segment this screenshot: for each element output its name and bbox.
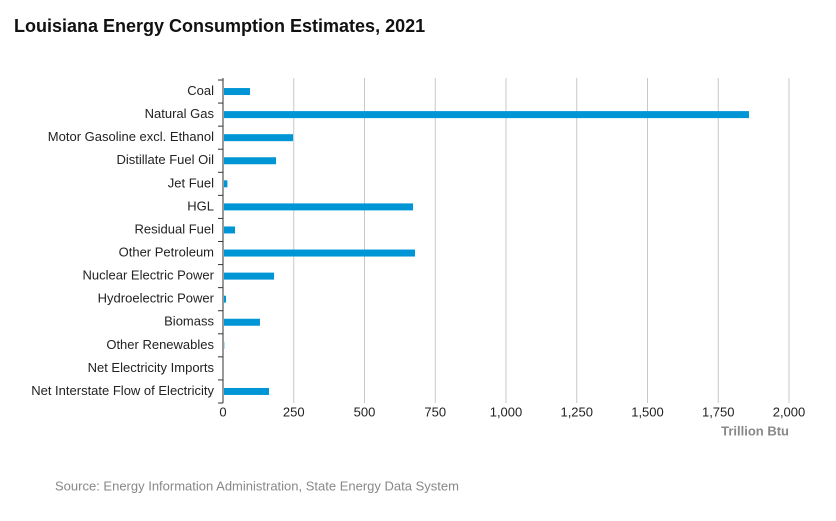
bar	[224, 157, 277, 165]
bar	[224, 111, 749, 119]
x-tick-label: 750	[424, 404, 446, 419]
x-tick-label: 1,000	[490, 404, 523, 419]
bar	[224, 180, 228, 188]
x-tick-label: 1,500	[631, 404, 664, 419]
x-tick-label: 0	[219, 404, 226, 419]
y-tick-label: Natural Gas	[145, 106, 215, 121]
y-tick-label: Hydroelectric Power	[98, 291, 215, 306]
y-tick-label: Net Interstate Flow of Electricity	[31, 383, 214, 398]
x-tick-label: 250	[283, 404, 305, 419]
x-tick-label: 500	[354, 404, 376, 419]
y-tick-label: Jet Fuel	[168, 175, 214, 190]
y-tick-label: Coal	[187, 83, 214, 98]
y-tick-label: HGL	[187, 198, 214, 213]
x-axis-label: Trillion Btu	[721, 423, 789, 438]
bar	[224, 318, 260, 326]
y-tick-label: Other Renewables	[106, 337, 214, 352]
bar	[224, 387, 269, 395]
x-tick-label: 2,000	[773, 404, 806, 419]
y-tick-label: Net Electricity Imports	[88, 360, 215, 375]
y-tick-label: Other Petroleum	[119, 244, 214, 259]
chart-title: Louisiana Energy Consumption Estimates, …	[14, 16, 425, 36]
y-tick-label: Nuclear Electric Power	[83, 268, 215, 283]
bar	[224, 203, 414, 211]
x-tick-label: 1,250	[560, 404, 593, 419]
bar	[224, 295, 226, 303]
bar	[224, 249, 416, 257]
x-tick-label: 1,750	[702, 404, 735, 419]
bar	[224, 88, 251, 96]
y-tick-label: Residual Fuel	[135, 221, 215, 236]
bar	[224, 272, 275, 280]
bar	[224, 226, 236, 234]
y-tick-label: Distillate Fuel Oil	[116, 152, 214, 167]
y-tick-label: Biomass	[164, 314, 214, 329]
bar	[224, 134, 294, 142]
source-note: Source: Energy Information Administratio…	[55, 478, 459, 493]
y-tick-label: Motor Gasoline excl. Ethanol	[48, 129, 214, 144]
